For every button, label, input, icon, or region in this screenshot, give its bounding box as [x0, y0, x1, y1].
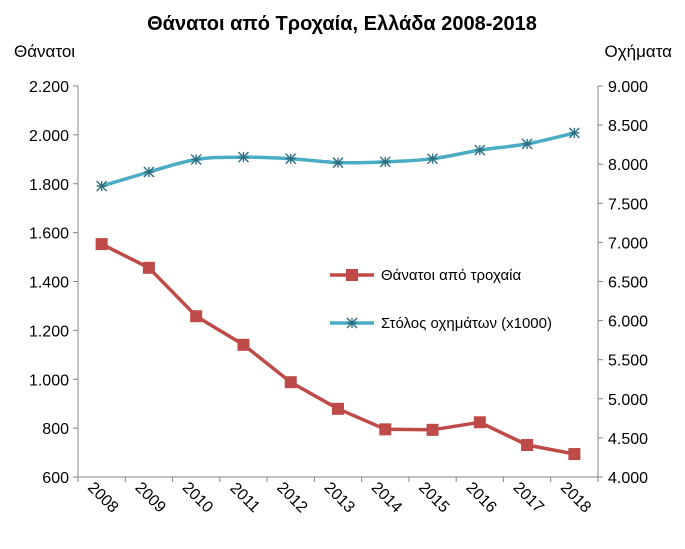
right-tick-label: 9.000 — [608, 79, 648, 96]
data-point — [95, 238, 108, 251]
legend-marker — [346, 317, 358, 329]
marker-stroke — [332, 157, 344, 169]
left-tick-label: 2.000 — [29, 128, 69, 145]
x-tick-label: 2009 — [131, 479, 168, 516]
series-0 — [95, 238, 581, 461]
x-tick-label: 2012 — [273, 479, 310, 516]
data-point — [190, 154, 202, 166]
right-tick-label: 5.000 — [608, 392, 648, 409]
legend-label: Θάνατοι από τροχαία — [381, 267, 521, 284]
left-tick-label: 1.800 — [29, 177, 69, 194]
left-tick-label: 2.200 — [29, 79, 69, 96]
right-axis-title: Οχήματα — [604, 42, 672, 61]
left-tick-label: 1.200 — [29, 323, 69, 340]
left-axis-title: Θάνατοι — [14, 42, 75, 61]
marker-stroke — [427, 153, 439, 165]
data-point — [568, 448, 581, 461]
data-point — [96, 180, 108, 192]
left-tick-label: 600 — [42, 470, 69, 487]
x-tick-label: 2011 — [226, 480, 262, 516]
x-tick-label: 2017 — [510, 479, 547, 516]
legend: Θάνατοι από τροχαία Στόλος οχημάτων (x100… — [330, 267, 552, 332]
marker-stroke — [237, 151, 249, 163]
marker-stroke — [474, 144, 486, 156]
data-point — [426, 423, 439, 436]
x-tick-label: 2010 — [179, 479, 216, 516]
series-1 — [96, 127, 580, 192]
right-tick-label: 4.000 — [608, 470, 648, 487]
data-point — [473, 416, 486, 429]
marker-stroke — [346, 317, 358, 329]
legend-label: Στόλος οχημάτων (x1000) — [381, 315, 552, 332]
marker-stroke — [521, 138, 533, 150]
right-tick-label: 5.500 — [608, 353, 648, 370]
right-tick-label: 6.500 — [608, 275, 648, 292]
data-point — [379, 156, 391, 168]
marker-stroke — [568, 127, 580, 139]
x-tick-label: 2013 — [321, 479, 358, 516]
chart-title: Θάνατοι από Τροχαία, Ελλάδα 2008-2018 — [147, 13, 537, 35]
left-tick-label: 1.000 — [29, 372, 69, 389]
marker-stroke — [96, 180, 108, 192]
data-point — [379, 423, 392, 436]
data-point — [237, 338, 250, 351]
data-point — [142, 261, 155, 274]
series-layer — [95, 127, 581, 461]
x-tick-label: 2016 — [462, 479, 499, 516]
marker-stroke — [379, 156, 391, 168]
right-tick-label: 4.500 — [608, 431, 648, 448]
axes: 600 800 1.000 1.200 1.400 1.600 1.800 2.000 2.20… — [29, 79, 648, 516]
left-tick-label: 1.400 — [29, 275, 69, 292]
data-point — [427, 153, 439, 165]
left-tick-label: 1.600 — [29, 226, 69, 243]
left-tick-label: 800 — [42, 421, 69, 438]
data-point — [521, 438, 534, 451]
legend-marker — [346, 269, 358, 281]
data-point — [143, 166, 155, 178]
legend-item-0: Θάνατοι από τροχαία — [330, 267, 521, 284]
x-tick-label: 2014 — [368, 479, 405, 516]
data-point — [190, 310, 203, 323]
right-tick-label: 8.000 — [608, 157, 648, 174]
data-point — [568, 127, 580, 139]
data-point — [237, 151, 249, 163]
data-point — [521, 138, 533, 150]
data-point — [332, 157, 344, 169]
marker-stroke — [143, 166, 155, 178]
right-tick-label: 7.500 — [608, 196, 648, 213]
right-tick-label: 6.000 — [608, 314, 648, 331]
legend-item-1: Στόλος οχημάτων (x1000) — [330, 315, 552, 332]
right-tick-label: 7.000 — [608, 235, 648, 252]
data-point — [284, 376, 297, 389]
right-tick-label: 8.500 — [608, 118, 648, 135]
x-tick-label: 2015 — [415, 479, 452, 516]
marker-stroke — [190, 154, 202, 166]
data-point — [285, 153, 297, 165]
x-tick-label: 2008 — [84, 479, 121, 516]
marker-stroke — [285, 153, 297, 165]
x-tick-label: 2018 — [557, 479, 594, 516]
data-point — [474, 144, 486, 156]
data-point — [332, 402, 344, 415]
